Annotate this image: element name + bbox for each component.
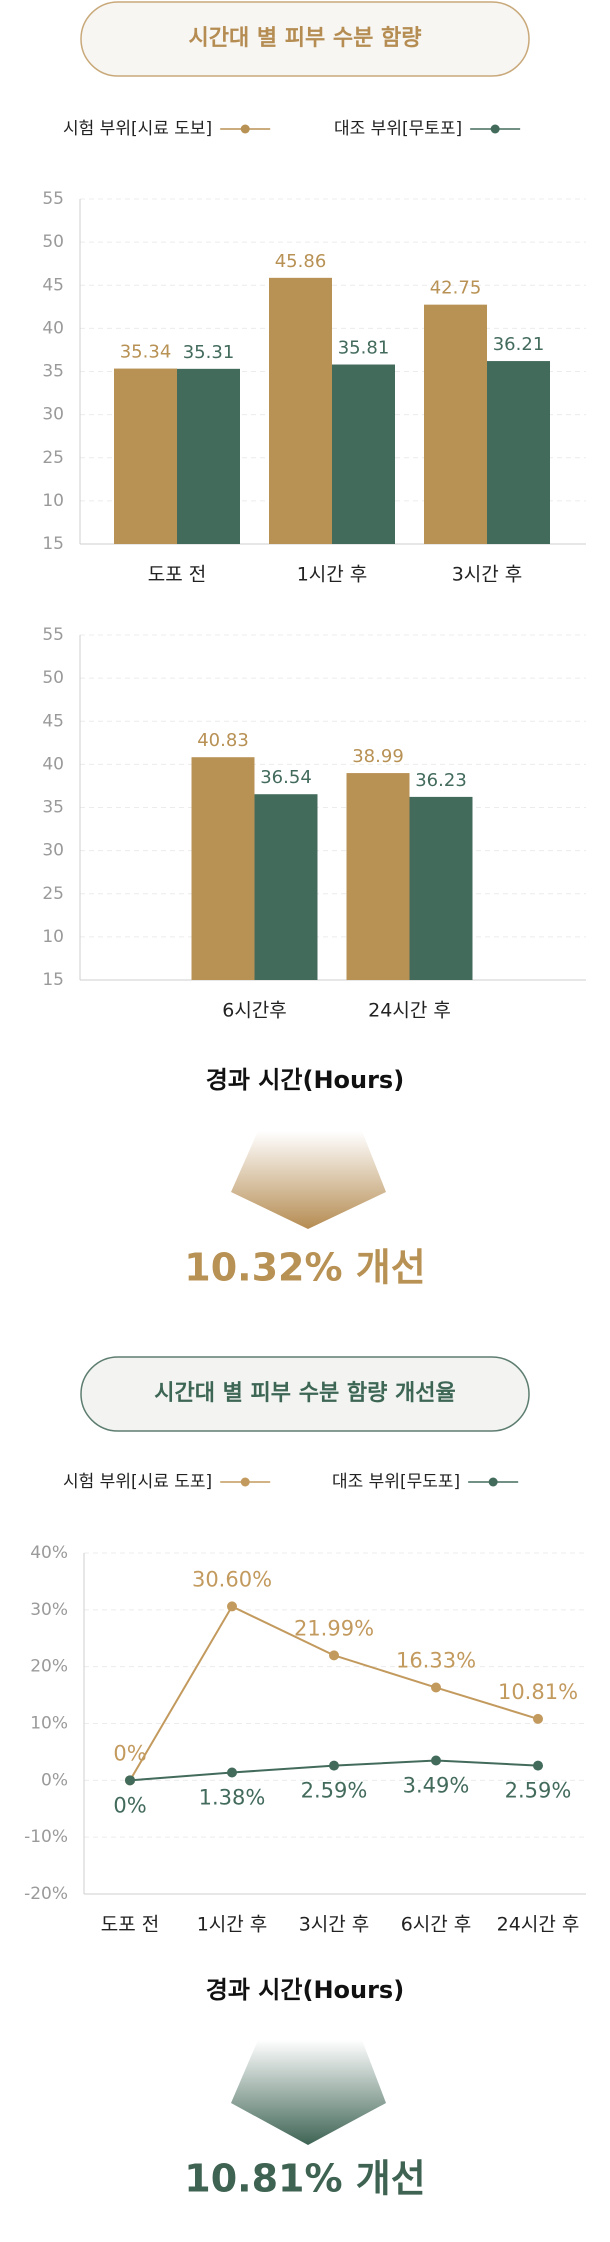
data-label: 10.81% — [498, 1680, 578, 1704]
bar — [409, 796, 473, 980]
legend-label: 시험 부위[시료 도보] — [63, 119, 212, 139]
y-tick-label: 25 — [42, 448, 64, 468]
y-tick-label: 0% — [41, 1770, 68, 1790]
data-label: 35.81 — [338, 338, 390, 359]
x-tick-label: 1시간 후 — [297, 564, 368, 586]
y-tick-label: 55 — [42, 189, 64, 209]
data-label: 42.75 — [430, 278, 482, 299]
y-tick-label: 50 — [42, 232, 64, 252]
data-label: 21.99% — [294, 1616, 374, 1640]
data-label: 40.83 — [197, 730, 249, 751]
x-tick-label: 6시간 후 — [401, 1914, 472, 1936]
bar — [254, 794, 318, 980]
point — [329, 1650, 339, 1661]
y-tick-label: 30% — [30, 1600, 68, 1620]
point — [125, 1775, 135, 1786]
title-pill — [80, 1, 530, 77]
legend-label: 대조 부위[무도포] — [332, 1472, 460, 1492]
data-label: 0% — [113, 1793, 146, 1817]
y-tick-label: -20% — [24, 1884, 68, 1904]
chart-title: 시간대 별 피부 수분 함량 — [188, 26, 421, 51]
bar — [114, 368, 177, 544]
chart-title: 시간대 별 피부 수분 함량 개선율 — [154, 1381, 455, 1406]
y-tick-label: 40% — [30, 1543, 68, 1563]
x-axis-title: 경과 시간(Hours) — [206, 1976, 404, 2004]
title-pill — [80, 1356, 530, 1432]
y-tick-label: 45 — [42, 711, 64, 731]
annotation: 10.81% 개선 — [184, 2157, 425, 2201]
legend-dot — [488, 1477, 498, 1487]
bar — [487, 361, 550, 544]
legend-label: 시험 부위[시료 도포] — [63, 1472, 212, 1492]
data-label: 38.99 — [352, 746, 404, 767]
y-tick-label: 40 — [42, 754, 64, 774]
data-label: 30.60% — [192, 1567, 272, 1591]
y-tick-label: 30 — [42, 841, 64, 861]
x-tick-label: 3시간 후 — [299, 1914, 370, 1936]
x-tick-label: 24시간 후 — [497, 1914, 580, 1936]
x-tick-label: 1시간 후 — [197, 1914, 268, 1936]
legend-dot — [240, 124, 250, 134]
y-tick-label: 35 — [42, 798, 64, 818]
y-tick-label: 10 — [42, 927, 64, 947]
x-axis-title: 경과 시간(Hours) — [206, 1066, 404, 1094]
y-tick-label: 50 — [42, 668, 64, 688]
data-label: 3.49% — [403, 1773, 470, 1797]
y-tick-label: 10% — [30, 1714, 68, 1734]
point — [227, 1767, 237, 1778]
legend-dot — [490, 124, 500, 134]
y-tick-label: 20% — [30, 1657, 68, 1677]
y-tick-label: 45 — [42, 275, 64, 295]
y-tick-label: 25 — [42, 884, 64, 904]
point — [431, 1682, 441, 1693]
point — [329, 1760, 339, 1771]
data-label: 36.54 — [260, 767, 312, 788]
legend-label: 대조 부위[무토포] — [334, 119, 462, 139]
data-label: 35.31 — [183, 342, 235, 363]
data-label: 45.86 — [275, 251, 327, 272]
y-tick-label: 30 — [42, 405, 64, 425]
data-label: 16.33% — [396, 1649, 476, 1673]
bar — [269, 277, 332, 544]
arrow — [231, 2040, 386, 2145]
y-tick-label: 10 — [42, 491, 64, 511]
data-label: 36.21 — [493, 334, 545, 355]
annotation: 10.32% 개선 — [184, 1246, 425, 1290]
data-label: 0% — [113, 1741, 146, 1765]
bar — [177, 368, 240, 544]
x-tick-label: 6시간후 — [222, 1000, 287, 1022]
y-tick-label: -10% — [24, 1827, 68, 1847]
x-tick-label: 3시간 후 — [452, 564, 523, 586]
bar — [332, 364, 395, 544]
bar — [191, 757, 255, 980]
data-label: 2.59% — [301, 1779, 368, 1803]
point — [227, 1601, 237, 1612]
x-tick-label: 24시간 후 — [368, 1000, 451, 1022]
y-tick-label: 15 — [42, 970, 64, 990]
data-label: 35.34 — [120, 342, 172, 363]
y-tick-label: 40 — [42, 318, 64, 338]
data-label: 2.59% — [505, 1779, 572, 1803]
y-tick-label: 55 — [42, 625, 64, 645]
point — [431, 1755, 441, 1766]
y-tick-label: 15 — [42, 534, 64, 554]
x-tick-label: 도포 전 — [148, 564, 206, 586]
legend-dot — [240, 1477, 250, 1487]
data-label: 1.38% — [199, 1785, 266, 1809]
arrow — [231, 1131, 386, 1229]
point — [533, 1713, 543, 1724]
bar — [424, 304, 487, 544]
point — [533, 1760, 543, 1771]
bar — [346, 773, 410, 980]
y-tick-label: 35 — [42, 362, 64, 382]
data-label: 36.23 — [415, 770, 467, 791]
x-tick-label: 도포 전 — [101, 1914, 159, 1936]
